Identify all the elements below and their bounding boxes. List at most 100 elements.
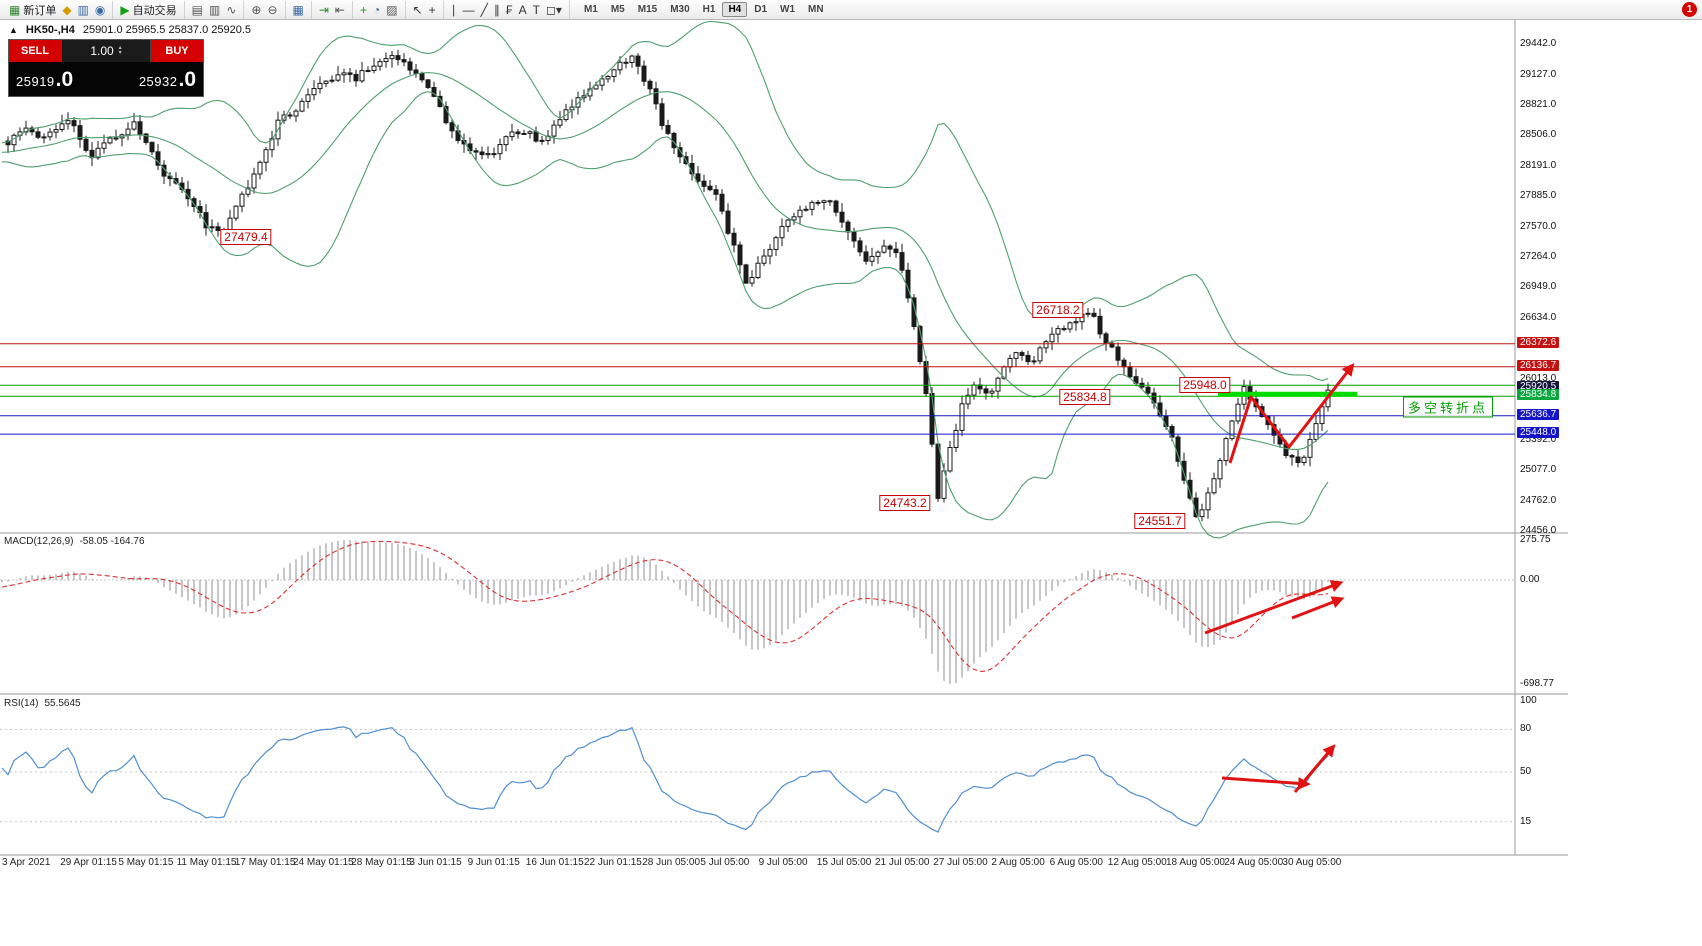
toolbar-group: ∣ ― ╱ ∥ ₣ A T ◻▾ bbox=[444, 0, 570, 19]
new-chart-icon[interactable]: + bbox=[357, 2, 370, 18]
turning-point-note: 多空转折点 bbox=[1402, 396, 1494, 418]
auto-scroll-icon-glyph: ⇥ bbox=[318, 2, 329, 17]
sell-price: 25919 .0 bbox=[16, 68, 73, 92]
timeframe-button-h4[interactable]: H4 bbox=[722, 2, 748, 17]
time-axis-label: 24 May 01:15 bbox=[293, 857, 354, 868]
time-axis-label: 3 Apr 2021 bbox=[2, 857, 51, 868]
zoom-in-icon[interactable]: ⊕ bbox=[248, 2, 264, 18]
time-axis-label: 16 Jun 01:15 bbox=[525, 857, 584, 868]
line-chart-icon[interactable]: ∿ bbox=[223, 2, 239, 18]
time-axis-label: 30 Aug 05:00 bbox=[1282, 857, 1342, 868]
time-axis-label: 2 Aug 05:00 bbox=[991, 857, 1045, 868]
market-watch-icon[interactable]: ◆ bbox=[59, 2, 74, 18]
symbol-name: HK50-,H4 bbox=[25, 24, 75, 36]
horizontal-line-icon-glyph: ― bbox=[462, 2, 475, 17]
one-click-toggle-icon[interactable]: ▲ bbox=[9, 25, 18, 35]
price-axis-label: 24456.0 bbox=[1520, 524, 1557, 536]
price-axis-label: 29127.0 bbox=[1520, 68, 1557, 80]
autotrading-button-label: 自动交易 bbox=[132, 4, 177, 17]
time-axis-label: 12 Aug 05:00 bbox=[1107, 857, 1167, 868]
timeframe-button-d1[interactable]: D1 bbox=[754, 4, 768, 15]
sell-button[interactable]: SELL bbox=[9, 40, 61, 62]
template-icon[interactable]: ▨ bbox=[383, 2, 400, 18]
top-toolbar: ▦ 新订单 ◆ ▥ ◉ ▶ 自动交易 ▤ ▥ ∿ ⊕ ⊖ ▦ ⇥ ⇤ + ◔ ▨ ↖ + ∣ ― ╱ ∥ ₣ A T ◻▾ M1 M5 M… bbox=[0, 0, 1702, 20]
shapes-icon[interactable]: ◻▾ bbox=[543, 2, 565, 18]
candlestick-chart-icon[interactable]: ▥ bbox=[206, 2, 223, 18]
volume-input[interactable]: 1.00 ▴ ▾ bbox=[61, 40, 151, 62]
price-axis-label: 24762.0 bbox=[1520, 495, 1557, 507]
price-axis-label: 27264.0 bbox=[1520, 250, 1557, 262]
period-clock-icon[interactable]: ◔ bbox=[370, 2, 383, 18]
volume-down-icon[interactable]: ▾ bbox=[118, 50, 122, 56]
text-icon[interactable]: A bbox=[516, 2, 530, 18]
toolbar-group: + ◔ ▨ bbox=[353, 0, 406, 19]
price-axis-label: 28191.0 bbox=[1520, 160, 1557, 172]
timeframe-button-w1[interactable]: W1 bbox=[780, 4, 796, 15]
line-chart-icon-glyph: ∿ bbox=[226, 2, 237, 17]
timeframe-button-m15[interactable]: M15 bbox=[637, 4, 658, 15]
fibonacci-icon[interactable]: ₣ bbox=[503, 2, 516, 18]
price-axis-badge: 26372.6 bbox=[1517, 336, 1560, 348]
time-axis-label: 3 Jun 01:15 bbox=[409, 857, 462, 868]
macd-panel bbox=[0, 540, 1515, 684]
macd-axis-label: 275.75 bbox=[1520, 534, 1551, 545]
price-callout: 25834.8 bbox=[1059, 389, 1111, 405]
notification-badge[interactable]: 1 bbox=[1682, 2, 1697, 17]
buy-button[interactable]: BUY bbox=[151, 40, 203, 62]
timeframe-button-m1[interactable]: M1 bbox=[583, 4, 598, 15]
autotrading-button[interactable]: ▶ 自动交易 bbox=[117, 1, 179, 19]
chart-canvas[interactable] bbox=[0, 20, 1568, 876]
time-axis-label: 22 Jun 01:15 bbox=[584, 857, 642, 868]
period-clock-icon-glyph: ◔ bbox=[373, 2, 381, 17]
price-axis-label: 25392.0 bbox=[1520, 433, 1557, 445]
chart-shift-icon[interactable]: ⇤ bbox=[332, 2, 348, 18]
trade-prices-row: 25919 .0 25932 .0 bbox=[9, 62, 203, 96]
navigator-icon[interactable]: ◉ bbox=[92, 2, 108, 18]
buy-price-main: 25932 bbox=[138, 74, 178, 89]
sell-price-main: 25919 bbox=[16, 74, 55, 89]
time-axis-label: 21 Jul 05:00 bbox=[875, 857, 930, 868]
volume-spinner[interactable]: ▴ ▾ bbox=[118, 45, 122, 56]
timeframe-button-mn[interactable]: MN bbox=[808, 4, 824, 15]
time-axis-label: 28 Jun 05:00 bbox=[642, 857, 701, 868]
time-axis-label: 17 May 01:15 bbox=[234, 857, 296, 868]
cursor-icon[interactable]: ↖ bbox=[410, 2, 426, 18]
rsi-indicator-label: RSI(14) 55.5645 bbox=[4, 698, 81, 709]
channel-icon[interactable]: ∥ bbox=[491, 2, 503, 18]
time-axis-label: 9 Jun 01:15 bbox=[467, 857, 520, 868]
crosshair-icon[interactable]: + bbox=[426, 2, 439, 18]
label-icon[interactable]: T bbox=[530, 2, 543, 18]
time-axis-label: 15 Jul 05:00 bbox=[816, 857, 872, 868]
bar-chart-icon[interactable]: ▤ bbox=[189, 2, 206, 18]
price-axis-label: 27885.0 bbox=[1520, 190, 1557, 202]
zoom-out-icon-glyph: ⊖ bbox=[267, 2, 278, 17]
price-axis-label: 26013.0 bbox=[1520, 372, 1557, 384]
rsi-axis-label: 15 bbox=[1520, 815, 1532, 827]
auto-scroll-icon[interactable]: ⇥ bbox=[316, 2, 332, 18]
new-order-button[interactable]: ▦ 新订单 bbox=[6, 1, 59, 19]
price-callout: 24743.2 bbox=[879, 495, 931, 511]
horizontal-line-icon[interactable]: ― bbox=[460, 2, 478, 18]
chart-symbol-header: ▲ HK50-,H4 25901.0 25965.5 25837.0 25920… bbox=[9, 24, 251, 36]
trendline-icon[interactable]: ╱ bbox=[478, 2, 491, 18]
buy-price-pips: .0 bbox=[178, 68, 196, 91]
tile-windows-icon[interactable]: ▦ bbox=[290, 2, 307, 18]
vertical-line-icon[interactable]: ∣ bbox=[448, 2, 460, 18]
tile-windows-icon-glyph: ▦ bbox=[292, 2, 304, 17]
volume-value: 1.00 bbox=[90, 44, 114, 58]
level-lines bbox=[0, 343, 1515, 435]
rsi-value: 55.5645 bbox=[44, 698, 81, 709]
price-axis-label: 26634.0 bbox=[1520, 312, 1557, 324]
volume-up-icon[interactable]: ▴ bbox=[118, 45, 122, 51]
timeframe-button-h1[interactable]: H1 bbox=[702, 4, 716, 15]
time-axis-label: 29 Apr 01:15 bbox=[60, 857, 117, 868]
timeframe-button-m5[interactable]: M5 bbox=[610, 4, 625, 15]
time-axis-label: 5 May 01:15 bbox=[118, 857, 174, 868]
price-callout: 24551.7 bbox=[1134, 513, 1186, 529]
timeframe-button-m30[interactable]: M30 bbox=[670, 4, 690, 15]
ohlc-values: 25901.0 25965.5 25837.0 25920.5 bbox=[82, 24, 252, 36]
one-click-trading-panel: SELL 1.00 ▴ ▾ BUY 25919 .0 25932 .0 bbox=[8, 39, 204, 97]
data-window-icon[interactable]: ▥ bbox=[75, 2, 92, 18]
zoom-out-icon[interactable]: ⊖ bbox=[264, 2, 280, 18]
